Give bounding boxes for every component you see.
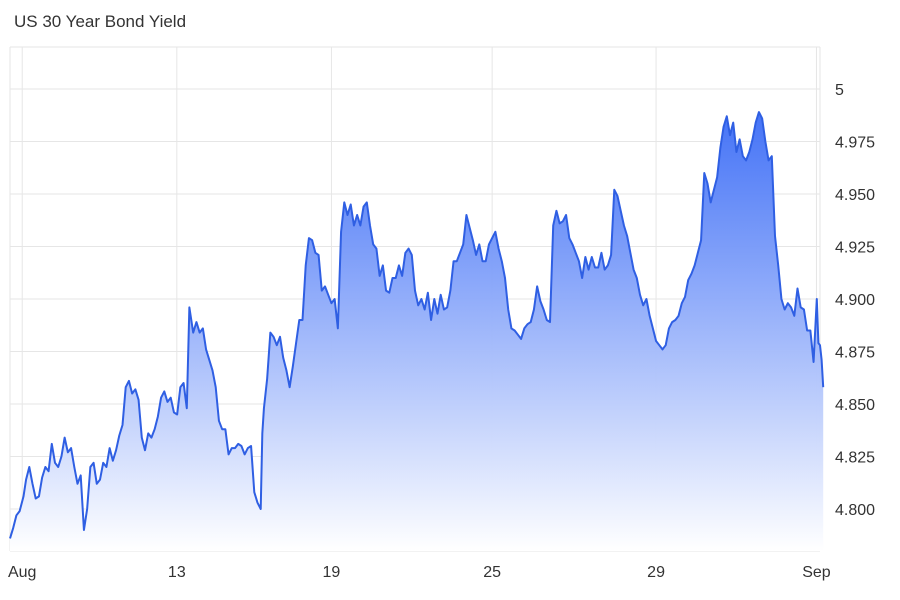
y-tick-label: 4.875 (835, 345, 875, 362)
y-tick-label: 4.975 (835, 135, 875, 152)
y-tick-label: 4.800 (835, 502, 875, 519)
x-tick-label: 29 (647, 564, 665, 581)
x-tick-label: 25 (483, 564, 501, 581)
y-tick-label: 5 (835, 82, 844, 99)
x-tick-label: Sep (802, 564, 831, 581)
y-tick-label: 4.925 (835, 240, 875, 257)
y-tick-label: 4.850 (835, 397, 875, 414)
area-series (9, 111, 825, 551)
x-axis-labels: Aug 13 19 25 29 Sep (8, 564, 831, 581)
series-line (9, 111, 825, 539)
x-tick-label: Aug (8, 564, 36, 581)
series-area-fill (10, 112, 824, 551)
y-tick-label: 4.900 (835, 292, 875, 309)
y-tick-label: 4.825 (835, 450, 875, 467)
y-axis-labels: 4.800 4.825 4.850 4.875 4.900 4.925 4.950 4.975… (835, 82, 875, 519)
x-tick-label: 13 (168, 564, 186, 581)
x-tick-label: 19 (323, 564, 341, 581)
y-tick-label: 4.950 (835, 187, 875, 204)
chart-title: US 30 Year Bond Yield (14, 12, 187, 31)
